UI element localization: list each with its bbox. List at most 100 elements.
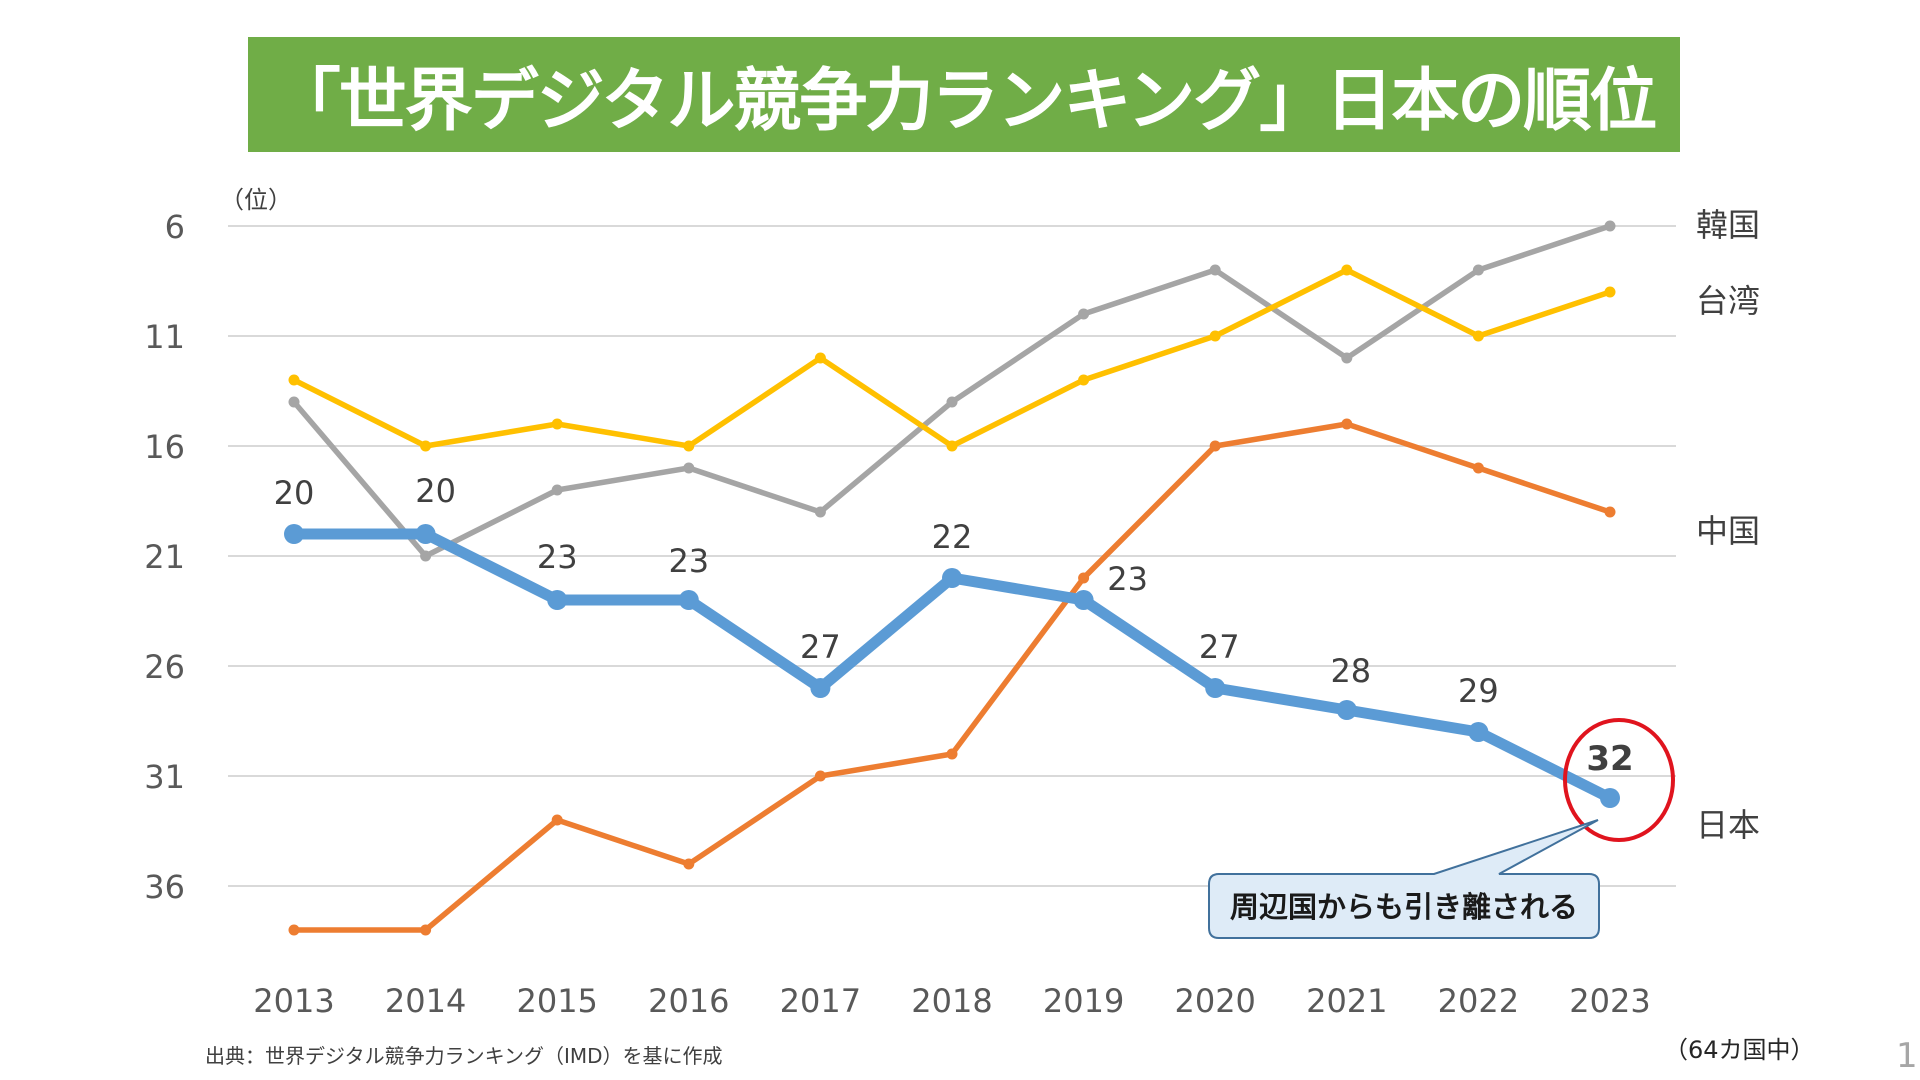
data-point [420,550,432,562]
data-label: 28 [1330,652,1371,690]
x-tick-label: 2023 [1569,982,1650,1020]
series-line [294,421,1611,933]
data-point [288,924,300,936]
data-point [1472,330,1484,342]
source-note: 出典：世界デジタル競争力ランキング（IMD）を基に作成 [205,1044,723,1068]
x-axis-ticks: 2013 2014 2015 2016 2017 2018 2019 2020 2021 2022… [253,982,1650,1020]
y-axis-unit: （位） [220,186,292,214]
data-point [683,462,695,474]
data-point [1336,700,1357,720]
y-axis-ticks: 6 11 16 21 26 31 36 [144,208,185,906]
data-label: 29 [1458,672,1499,710]
data-point [946,748,958,760]
x-tick-label: 2017 [780,982,861,1020]
page-number: 1 [1896,1036,1918,1076]
annotation: 周辺国からも引き離される [1208,718,1675,939]
data-point [683,440,695,452]
series-中国 [288,418,1616,936]
data-point [1209,264,1221,276]
x-tick-label: 2014 [385,982,466,1020]
y-tick-label: 11 [144,318,185,356]
data-point [1341,352,1353,364]
data-point [1341,264,1353,276]
data-point [683,858,695,870]
data-point [288,396,300,408]
data-point [1468,722,1489,742]
series-日本 [284,524,1620,808]
y-tick-label: 36 [144,868,185,906]
data-point [1205,678,1226,698]
series-label: 韓国 [1696,206,1760,244]
title-banner: 「世界デジタル競争力ランキング」日本の順位 [248,37,1680,152]
x-tick-label: 2018 [911,982,992,1020]
data-point [1472,462,1484,474]
data-label: 20 [274,474,315,512]
y-tick-label: 16 [144,428,185,466]
x-tick-label: 2022 [1438,982,1519,1020]
data-point [1209,440,1221,452]
data-point [1209,330,1221,342]
series-lines [284,220,1620,936]
data-label: 20 [415,472,456,510]
series-line [292,267,1611,449]
series-label: 台湾 [1696,282,1760,320]
data-point [946,440,958,452]
data-point [1078,572,1090,584]
data-label: 27 [1199,628,1240,666]
data-label: 32 [1586,739,1633,779]
data-point [551,418,563,430]
page-title: 「世界デジタル競争力ランキング」日本の順位 [272,62,1658,141]
data-label: 23 [668,542,709,580]
y-tick-label: 31 [144,758,185,796]
data-point [420,440,432,452]
data-point [810,678,831,698]
series-line [291,223,1611,559]
data-point [1341,418,1353,430]
x-tick-label: 2013 [253,982,334,1020]
data-point [946,396,958,408]
data-point [942,568,962,588]
data-point [1472,264,1484,276]
x-tick-label: 2016 [648,982,729,1020]
highlight-circle [1563,718,1675,842]
data-point [678,590,699,610]
data-point [551,814,563,826]
x-tick-label: 2015 [516,982,597,1020]
data-point [420,924,432,936]
country-count-note: （64カ国中） [1664,1036,1815,1064]
data-label: 22 [932,518,973,556]
y-tick-label: 21 [144,538,185,576]
data-label: 23 [1107,560,1148,598]
data-point [1078,308,1090,320]
data-point [814,506,826,518]
x-tick-label: 2021 [1306,982,1387,1020]
data-point [814,770,826,782]
data-point [1604,220,1616,232]
data-labels: 20 20 23 23 27 22 23 27 28 29 32 [274,472,1634,779]
series-label: 中国 [1696,512,1760,550]
y-tick-label: 6 [165,208,185,246]
x-tick-label: 2019 [1043,982,1124,1020]
data-point [288,374,300,386]
data-point [1078,374,1090,386]
series-台湾 [288,264,1616,452]
data-label: 27 [800,628,841,666]
data-point [1604,506,1616,518]
data-point [551,484,563,496]
callout-text: 周辺国からも引き離される [1230,890,1578,924]
y-tick-label: 26 [144,648,185,686]
x-tick-label: 2020 [1174,982,1255,1020]
data-point [284,524,304,544]
callout-bubble [1208,819,1600,939]
data-label: 23 [537,538,578,576]
data-point [1600,788,1620,808]
data-point [1604,286,1616,298]
data-point [415,524,436,544]
data-point [814,352,826,364]
data-point [1073,590,1094,610]
series-label: 日本 [1696,806,1760,844]
data-point [547,590,568,610]
series-韓国 [288,220,1616,562]
